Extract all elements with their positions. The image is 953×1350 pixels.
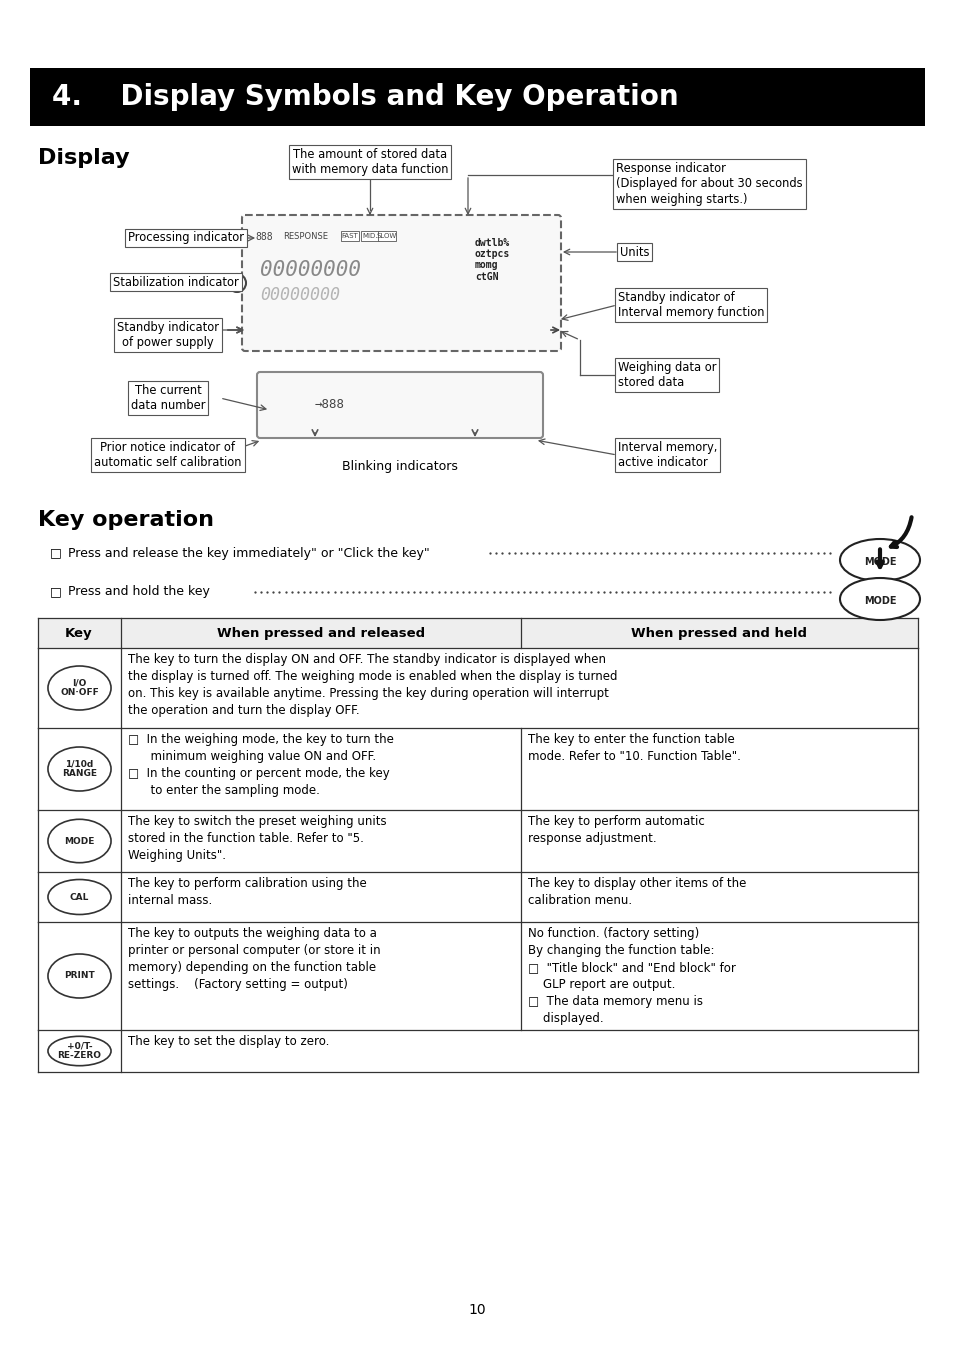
Text: CAL: CAL	[70, 892, 89, 902]
Text: 888: 888	[254, 232, 273, 242]
Text: 00000000: 00000000	[260, 261, 360, 279]
Text: When pressed and held: When pressed and held	[630, 626, 806, 640]
Bar	[38, 618, 917, 648]
Text: 1/10d
RANGE: 1/10d RANGE	[62, 760, 97, 779]
Text: The key to enter the function table
mode. Refer to "10. Function Table".: The key to enter the function table mode…	[527, 733, 740, 763]
Bar	[340, 231, 358, 242]
Text: Key: Key	[65, 626, 92, 640]
Text: When pressed and released: When pressed and released	[216, 626, 425, 640]
Text: The key to switch the preset weighing units
stored in the function table. Refer : The key to switch the preset weighing un…	[128, 815, 386, 863]
Text: The key to outputs the weighing data to a
printer or personal computer (or store: The key to outputs the weighing data to …	[128, 927, 380, 991]
Text: MODE: MODE	[862, 595, 895, 606]
Text: The amount of stored data
with memory data function: The amount of stored data with memory da…	[292, 148, 448, 177]
Text: The key to display other items of the
calibration menu.: The key to display other items of the ca…	[527, 878, 745, 907]
Text: RESPONSE: RESPONSE	[283, 232, 328, 242]
Text: Blinking indicators: Blinking indicators	[342, 460, 457, 472]
Text: Display: Display	[38, 148, 130, 167]
Text: MID.: MID.	[362, 234, 377, 239]
Text: Response indicator
(Displayed for about 30 seconds
when weighing starts.): Response indicator (Displayed for about …	[616, 162, 801, 207]
Text: dwtlb%
oztpcs
momg
ctGN: dwtlb% oztpcs momg ctGN	[475, 238, 510, 282]
Circle shape	[228, 274, 246, 292]
FancyBboxPatch shape	[242, 215, 560, 351]
Ellipse shape	[48, 879, 111, 914]
Text: Stabilization indicator: Stabilization indicator	[113, 275, 238, 289]
Text: MODE: MODE	[862, 558, 895, 567]
Text: Press and hold the key: Press and hold the key	[68, 586, 210, 598]
Text: Standby indicator of
Interval memory function: Standby indicator of Interval memory fun…	[618, 290, 763, 319]
Text: +0/T-
RE-ZERO: +0/T- RE-ZERO	[57, 1042, 101, 1060]
Text: Key operation: Key operation	[38, 510, 213, 531]
Text: □: □	[50, 586, 62, 598]
Ellipse shape	[48, 747, 111, 791]
Bar	[377, 231, 395, 242]
Text: □  In the weighing mode, the key to turn the
      minimum weighing value ON and: □ In the weighing mode, the key to turn …	[128, 733, 394, 796]
Text: No function. (factory setting)
By changing the function table:
□  "Title block" : No function. (factory setting) By changi…	[527, 927, 735, 1025]
Text: □: □	[50, 547, 62, 559]
Text: I/O
ON·OFF: I/O ON·OFF	[60, 679, 99, 698]
Text: Standby indicator
of power supply: Standby indicator of power supply	[117, 321, 219, 350]
Text: 10: 10	[468, 1303, 485, 1318]
Text: The key to perform automatic
response adjustment.: The key to perform automatic response ad…	[527, 815, 704, 845]
Text: The key to set the display to zero.: The key to set the display to zero.	[128, 1035, 329, 1048]
Text: 00000000: 00000000	[260, 286, 339, 304]
Text: Processing indicator: Processing indicator	[128, 231, 244, 244]
Ellipse shape	[48, 819, 111, 863]
Text: The key to perform calibration using the
internal mass.: The key to perform calibration using the…	[128, 878, 366, 907]
Text: The key to turn the display ON and OFF. The standby indicator is displayed when
: The key to turn the display ON and OFF. …	[128, 653, 617, 717]
Text: The current
data number: The current data number	[131, 383, 205, 412]
Ellipse shape	[48, 954, 111, 998]
Text: Press and release the key immediately" or "Click the key": Press and release the key immediately" o…	[68, 547, 429, 559]
Ellipse shape	[840, 539, 919, 580]
Text: Interval memory,
active indicator: Interval memory, active indicator	[618, 440, 717, 470]
Text: 4.    Display Symbols and Key Operation: 4. Display Symbols and Key Operation	[52, 82, 678, 111]
Bar	[30, 68, 924, 126]
Text: FAST: FAST	[341, 234, 358, 239]
Text: →888: →888	[314, 398, 345, 412]
Ellipse shape	[48, 1037, 111, 1065]
Text: Units: Units	[619, 246, 649, 258]
Text: SLOW: SLOW	[376, 234, 396, 239]
FancyBboxPatch shape	[256, 373, 542, 437]
Ellipse shape	[48, 666, 111, 710]
Text: MODE: MODE	[64, 837, 94, 845]
Bar	[360, 231, 378, 242]
Text: PRINT: PRINT	[64, 972, 94, 980]
Text: Prior notice indicator of
automatic self calibration: Prior notice indicator of automatic self…	[94, 440, 241, 470]
Text: Weighing data or
stored data: Weighing data or stored data	[618, 360, 716, 389]
Ellipse shape	[840, 578, 919, 620]
